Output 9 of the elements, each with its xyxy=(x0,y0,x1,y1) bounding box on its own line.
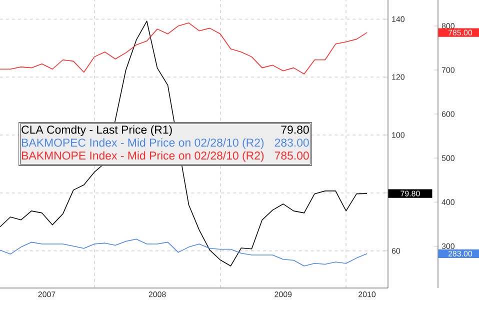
annotation: 785.00 xyxy=(274,152,309,160)
annotation: 283.00 xyxy=(274,138,309,147)
series-label: CLA Comdty - Last Price (R1) xyxy=(22,125,172,136)
line-series xyxy=(0,20,368,266)
text: BAKMNOPE Index - Mid Price on 02/28/10 (R2) xyxy=(22,151,264,162)
annotation: 79.80 xyxy=(281,126,309,134)
text: BAKMOPEC Index - Mid Price on 02/28/10 (R2) xyxy=(22,138,264,149)
line-series xyxy=(0,238,368,266)
line-series xyxy=(0,22,368,74)
